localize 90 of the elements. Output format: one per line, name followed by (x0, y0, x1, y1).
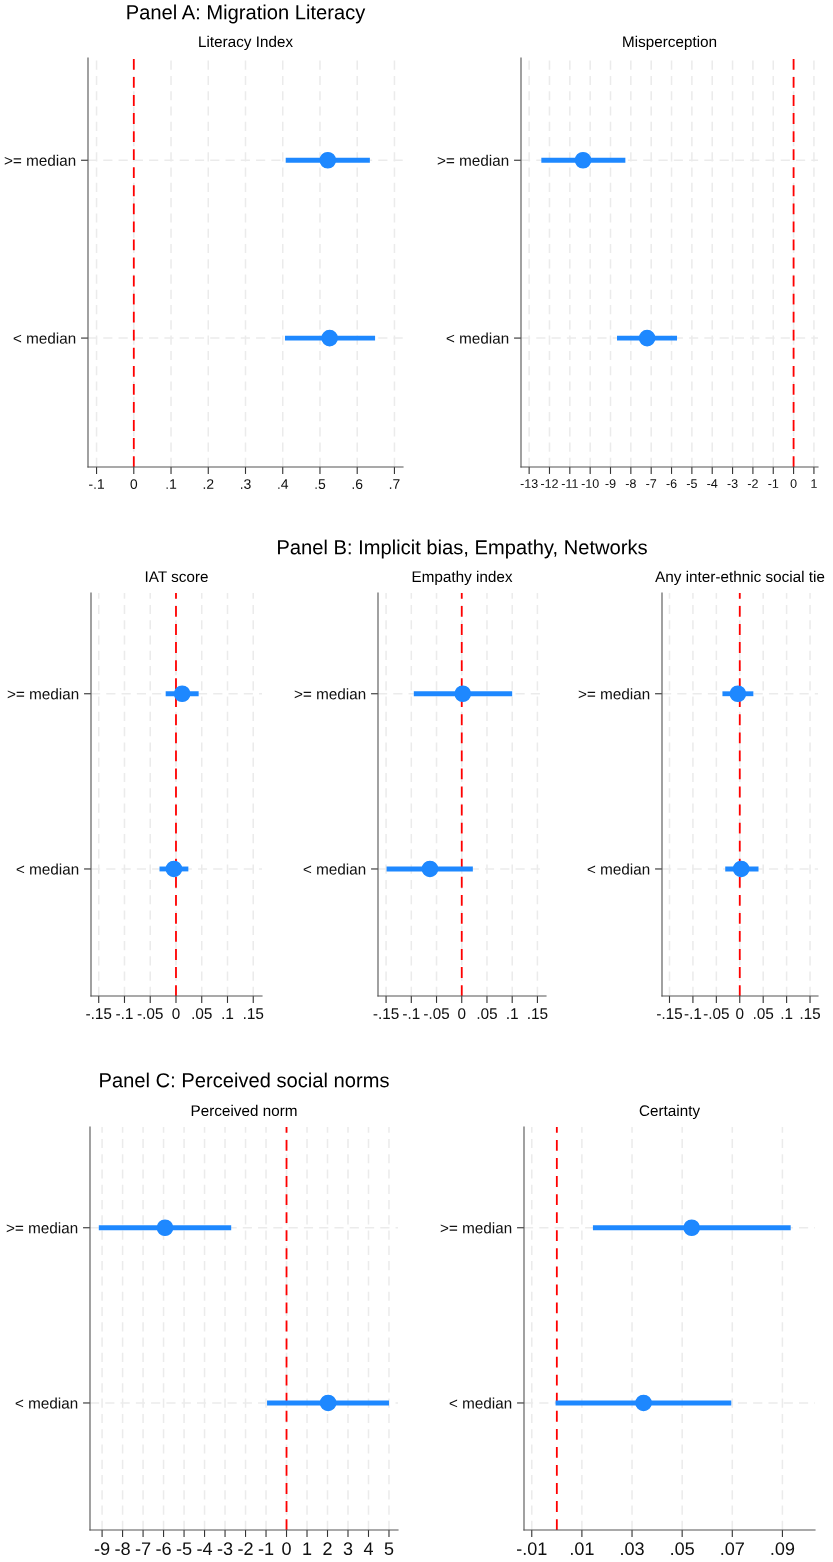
x-tick-label: 0 (282, 1542, 291, 1556)
x-tick-label: -.1 (684, 1008, 702, 1019)
x-tick-label: -8 (625, 479, 636, 488)
x-tick-label: .09 (771, 1542, 795, 1556)
x-tick-label: .01 (571, 1542, 594, 1556)
x-tick-label: -.05 (703, 1008, 729, 1020)
x-tick-label: 5 (384, 1542, 394, 1556)
x-tick-label: -12 (541, 479, 558, 488)
x-tick-label: .15 (528, 1008, 548, 1020)
x-tick-label: -1 (258, 1542, 274, 1555)
x-tick-label: -13 (520, 479, 538, 488)
y-tick-label: < median (587, 863, 650, 875)
x-tick-label: 0 (172, 1008, 180, 1020)
chart-title: Empathy index (412, 570, 513, 586)
x-tick-label: .1 (781, 1008, 793, 1019)
x-tick-label: .5 (315, 479, 326, 490)
x-tick-label: 2 (323, 1542, 332, 1555)
x-tick-label: .05 (192, 1008, 212, 1020)
chart-subtitle: Panel C: Perceived social norms (100, 1072, 389, 1088)
x-tick-label: -5 (176, 1542, 192, 1556)
x-tick-label: .1 (222, 1008, 234, 1019)
x-tick-label: -3 (727, 479, 738, 488)
x-tick-label: -4 (197, 1542, 213, 1555)
x-tick-label: -5 (686, 479, 697, 488)
x-tick-label: -3 (217, 1542, 233, 1556)
x-tick-label: 4 (363, 1542, 373, 1555)
x-tick-label: -.01 (517, 1542, 547, 1556)
x-tick-label: .05 (671, 1542, 694, 1556)
x-tick-label: -7 (135, 1542, 151, 1555)
chart-title: Misperception (623, 35, 717, 51)
x-tick-label: -9 (94, 1542, 110, 1556)
x-tick-label: 3 (343, 1542, 353, 1556)
x-tick-label: .03 (621, 1542, 644, 1556)
x-tick-label: .1 (507, 1008, 518, 1019)
chart-title: Literacy Index (199, 35, 293, 51)
x-tick-label: -6 (156, 1542, 171, 1556)
y-tick-label: < median (13, 332, 76, 344)
x-tick-label: -10 (581, 479, 599, 488)
x-tick-label: 0 (458, 1008, 466, 1020)
x-tick-label: 1 (811, 479, 817, 488)
chart-subtitle: Panel B: Implicit bias, Empathy, Networks (278, 539, 647, 559)
y-tick-label: >= median (4, 154, 76, 166)
x-tick-label: -.1 (89, 479, 104, 489)
y-tick-label: >= median (437, 154, 509, 166)
y-tick-label: >= median (440, 1222, 512, 1234)
x-tick-label: .4 (278, 479, 289, 489)
y-tick-label: < median (16, 863, 79, 875)
y-tick-label: >= median (6, 1222, 78, 1234)
x-tick-label: .3 (240, 479, 251, 490)
y-tick-label: >= median (7, 688, 79, 700)
x-tick-label: -.15 (86, 1008, 112, 1020)
x-tick-label: -9 (605, 479, 616, 488)
x-tick-label: 0 (790, 479, 797, 488)
x-tick-label: .15 (800, 1008, 821, 1020)
chart-title: Any inter-ethnic social tie (655, 570, 825, 586)
y-tick-label: >= median (294, 688, 366, 700)
x-tick-label: .15 (244, 1008, 264, 1020)
x-tick-label: .1 (166, 479, 177, 489)
x-tick-label: 1 (303, 1542, 312, 1555)
y-tick-label: < median (446, 332, 509, 344)
chart-title: Perceived norm (191, 1104, 297, 1117)
x-tick-label: 0 (736, 1008, 744, 1020)
chart-subtitle: Panel A: Migration Literacy (127, 4, 366, 24)
y-tick-label: < median (303, 863, 366, 875)
x-tick-label: .2 (203, 479, 214, 489)
y-tick-label: < median (449, 1397, 512, 1409)
x-tick-label: -2 (747, 479, 758, 488)
x-tick-label: -8 (115, 1542, 130, 1556)
x-tick-label: -2 (238, 1542, 253, 1555)
x-tick-label: -11 (561, 479, 578, 488)
x-tick-label: -1 (768, 479, 779, 488)
y-tick-label: < median (15, 1397, 78, 1409)
x-tick-label: .7 (389, 479, 400, 489)
x-tick-label: -.15 (373, 1008, 399, 1020)
chart-title: Certainty (639, 1104, 701, 1120)
x-tick-label: .05 (753, 1008, 774, 1020)
x-tick-label: .6 (352, 479, 363, 490)
x-tick-label: 0 (130, 479, 138, 490)
x-tick-label: .05 (477, 1008, 497, 1020)
y-tick-label: >= median (578, 688, 650, 700)
x-tick-label: -.05 (424, 1008, 450, 1020)
x-tick-label: -6 (666, 479, 677, 488)
x-tick-label: -7 (646, 479, 657, 488)
chart-title: IAT score (145, 571, 208, 583)
x-tick-label: .07 (721, 1542, 744, 1556)
x-tick-label: -.05 (137, 1008, 163, 1020)
x-tick-label: -.15 (657, 1008, 683, 1020)
x-tick-label: -.1 (116, 1008, 133, 1019)
x-tick-label: -.1 (403, 1008, 420, 1019)
x-tick-label: -4 (707, 479, 718, 488)
